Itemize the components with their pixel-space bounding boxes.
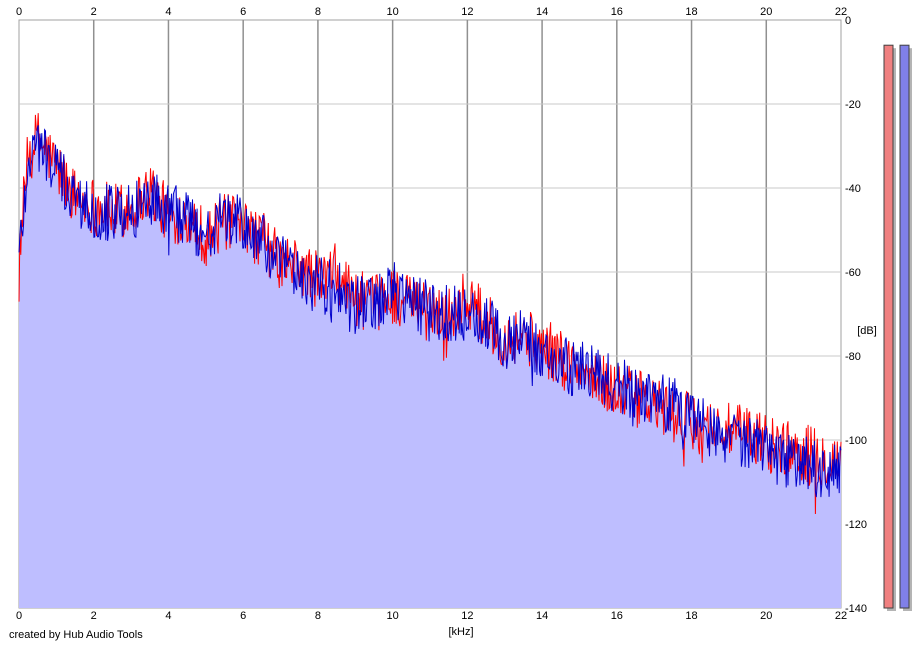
y-tick-label: -40 <box>845 183 861 195</box>
credit-text: created by Hub Audio Tools <box>9 629 143 641</box>
series-right-line <box>18 125 842 498</box>
x-tick-label: 22 <box>835 610 847 622</box>
x-tick-label-top: 14 <box>536 6 548 18</box>
x-tick-labels-bottom: 0 2 4 6 8 10 12 14 16 18 20 22 <box>16 610 847 622</box>
y-tick-label: -140 <box>845 603 867 615</box>
x-tick-label-top: 12 <box>461 6 473 18</box>
y-tick-labels: 0 -20 -40 -60 -80 -100 -120 -140 <box>845 15 867 615</box>
x-tick-label-top: 20 <box>760 6 772 18</box>
x-tick-label: 14 <box>536 610 548 622</box>
y-axis-label: [dB] <box>857 325 877 337</box>
x-tick-label: 4 <box>165 610 171 622</box>
x-tick-label-top: 10 <box>387 6 399 18</box>
x-tick-label: 8 <box>315 610 321 622</box>
x-tick-label-top: 4 <box>165 6 171 18</box>
y-tick-label: -20 <box>845 99 861 111</box>
x-tick-label: 10 <box>387 610 399 622</box>
meter-left <box>883 44 894 609</box>
y-tick-label: -100 <box>845 435 867 447</box>
spectrum-fill-area <box>19 113 841 608</box>
y-tick-label: -60 <box>845 267 861 279</box>
y-tick-label: -80 <box>845 351 861 363</box>
x-tick-label-top: 8 <box>315 6 321 18</box>
y-tick-label: 0 <box>845 15 851 27</box>
x-tick-label: 0 <box>16 610 22 622</box>
x-tick-label-top: 6 <box>240 6 246 18</box>
meter-right <box>899 44 910 609</box>
y-tick-label: -120 <box>845 519 867 531</box>
x-tick-label: 16 <box>611 610 623 622</box>
x-tick-label-top: 22 <box>835 6 847 18</box>
x-tick-label: 20 <box>760 610 772 622</box>
x-tick-label-top: 18 <box>685 6 697 18</box>
x-axis-label: [kHz] <box>448 626 473 638</box>
x-tick-label: 12 <box>461 610 473 622</box>
x-tick-label: 18 <box>685 610 697 622</box>
x-tick-label-top: 0 <box>16 6 22 18</box>
x-tick-label: 2 <box>91 610 97 622</box>
x-tick-label: 6 <box>240 610 246 622</box>
level-meters <box>883 44 912 611</box>
x-tick-label-top: 2 <box>91 6 97 18</box>
x-tick-label-top: 16 <box>611 6 623 18</box>
x-tick-labels-top: 0 2 4 6 8 10 12 14 16 18 20 22 <box>16 6 847 18</box>
